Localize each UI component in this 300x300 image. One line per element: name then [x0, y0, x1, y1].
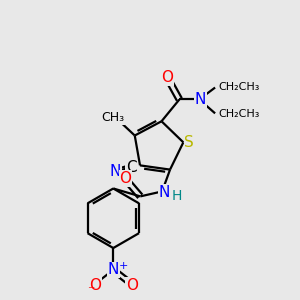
Text: O: O [89, 278, 101, 293]
Text: CH₂CH₃: CH₂CH₃ [218, 82, 260, 92]
Text: N: N [194, 92, 206, 107]
Text: N: N [110, 164, 121, 179]
Text: N: N [158, 185, 170, 200]
Text: O: O [161, 70, 173, 85]
Text: O: O [119, 171, 131, 186]
Text: S: S [184, 135, 194, 150]
Text: N: N [108, 262, 119, 277]
Text: H: H [172, 189, 182, 203]
Text: CH₂CH₃: CH₂CH₃ [218, 109, 260, 119]
Text: +: + [119, 261, 129, 271]
Text: C: C [126, 160, 136, 175]
Text: CH₃: CH₃ [101, 111, 124, 124]
Text: ⁻: ⁻ [88, 285, 95, 299]
Text: O: O [126, 278, 138, 293]
